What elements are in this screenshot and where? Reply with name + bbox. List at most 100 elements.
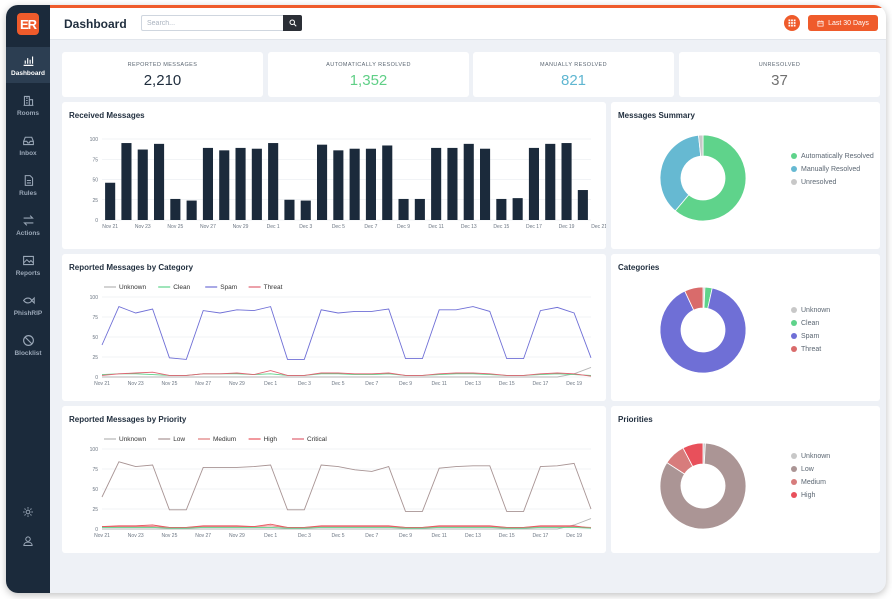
bar (137, 149, 148, 220)
y-tick-label: 75 (92, 315, 98, 321)
legend-item[interactable]: Unresolved (791, 178, 876, 187)
sidebar-item-dashboard[interactable]: Dashboard (6, 47, 50, 83)
y-tick-label: 50 (92, 335, 98, 341)
stat-card-reported: REPORTED MESSAGES 2,210 (62, 52, 263, 97)
sidebar-item-label: Actions (16, 229, 40, 237)
legend-item[interactable]: Automatically Resolved (791, 152, 876, 161)
legend-item[interactable]: Manually Resolved (791, 165, 876, 174)
legend-label: Automatically Resolved (801, 153, 874, 160)
sidebar-item-label: Dashboard (11, 69, 45, 77)
x-tick-label: Dec 17 (532, 533, 548, 539)
legend-item[interactable]: Spam (791, 332, 876, 341)
sidebar-item-rules[interactable]: Rules (6, 167, 50, 203)
date-range-button[interactable]: Last 30 Days (808, 15, 878, 31)
x-tick-label: Dec 13 (461, 224, 477, 230)
categories-donut (659, 286, 747, 374)
apps-button[interactable] (784, 15, 800, 31)
series-line (102, 366, 592, 378)
panel-title: Received Messages (69, 111, 145, 120)
x-tick-label: Nov 23 (128, 533, 144, 539)
sidebar-item-label: PhishRIP (13, 309, 43, 317)
bar (153, 143, 165, 220)
pie-slice (674, 134, 747, 222)
legend-item[interactable]: Low (791, 465, 876, 474)
legend-label: Critical (307, 436, 327, 443)
x-tick-label: Dec 3 (298, 533, 311, 539)
legend-item[interactable]: Medium (791, 478, 876, 487)
x-tick-label: Nov 29 (229, 381, 245, 387)
x-tick-label: Dec 5 (332, 224, 345, 230)
sidebar-item-rooms[interactable]: Rooms (6, 87, 50, 123)
priorities-donut (659, 442, 747, 530)
x-tick-label: Dec 19 (566, 533, 582, 539)
app-logo[interactable]: ER (17, 13, 39, 35)
legend-item[interactable]: Unknown (791, 452, 876, 461)
bar (251, 148, 262, 220)
bar (219, 150, 230, 220)
sidebar-item-reports[interactable]: Reports (6, 247, 50, 283)
y-tick-label: 50 (92, 178, 98, 184)
sidebar-item-label: Blocklist (14, 349, 42, 357)
bar (333, 150, 344, 220)
x-tick-label: Nov 23 (135, 224, 151, 230)
bar (463, 143, 474, 220)
report-image-icon (22, 255, 34, 265)
legend-item[interactable]: Unknown (791, 306, 876, 315)
legend-label: Low (173, 436, 185, 443)
x-tick-label: Nov 27 (195, 381, 211, 387)
bar (479, 148, 491, 220)
stat-value: 1,352 (349, 72, 388, 89)
legend-item[interactable]: Clean (791, 319, 876, 328)
building-icon (23, 95, 33, 106)
sidebar-item-phishrip[interactable]: PhishRIP (6, 287, 50, 323)
date-range-label: Last 30 Days (828, 19, 869, 27)
legend-label: Unknown (119, 436, 146, 443)
priorities-legend: Unknown Low Medium High (791, 452, 876, 504)
bar (121, 143, 132, 220)
x-tick-label: Dec 9 (397, 224, 410, 230)
swap-arrows-icon (22, 214, 34, 226)
legend-label: Unknown (119, 284, 146, 291)
search-button[interactable] (283, 15, 302, 31)
y-tick-label: 100 (90, 137, 99, 143)
bar (170, 198, 181, 220)
legend-item[interactable]: Threat (791, 345, 876, 354)
sidebar-item-actions[interactable]: Actions (6, 207, 50, 243)
x-tick-label: Dec 9 (399, 533, 412, 539)
series-line (101, 306, 592, 360)
sidebar-item-label: Inbox (19, 149, 37, 157)
bar (268, 143, 279, 220)
settings-button[interactable] (6, 502, 50, 522)
legend-label: Clean (801, 320, 820, 327)
profile-button[interactable] (6, 531, 50, 551)
sidebar-item-blocklist[interactable]: Blocklist (6, 327, 50, 363)
x-tick-label: Dec 13 (465, 533, 481, 539)
x-tick-label: Nov 25 (162, 533, 178, 539)
y-tick-label: 75 (92, 467, 98, 473)
inbox-icon (22, 136, 34, 145)
sidebar: ER Dashboard Rooms Inbox Rules Actions R… (6, 5, 50, 593)
sidebar-item-inbox[interactable]: Inbox (6, 127, 50, 163)
legend-label: Manually Resolved (801, 166, 861, 173)
x-tick-label: Nov 21 (94, 381, 110, 387)
search-input[interactable] (141, 15, 283, 31)
bar (431, 147, 442, 220)
series-line (101, 523, 592, 529)
legend-label: Unknown (801, 307, 831, 314)
messages-summary-donut (659, 134, 747, 222)
search-icon (289, 19, 297, 27)
bar (365, 148, 377, 220)
x-tick-label: Dec 5 (332, 533, 345, 539)
legend-label: Clean (173, 284, 190, 291)
stat-card-unresolved: UNRESOLVED 37 (679, 52, 880, 97)
bar (561, 143, 572, 220)
legend-item[interactable]: High (791, 491, 876, 500)
x-tick-label: Nov 29 (233, 224, 249, 230)
x-tick-label: Nov 25 (167, 224, 183, 230)
x-tick-label: Nov 21 (102, 224, 118, 230)
bar (300, 200, 311, 220)
received-messages-chart: 0 25 50 75 100 Nov 21 Nov 23 Nov 25 Nov 27 Nov 29… (90, 137, 606, 230)
x-tick-label: Dec 1 (267, 224, 280, 230)
x-tick-label: Nov 27 (195, 533, 211, 539)
y-tick-label: 25 (92, 198, 98, 204)
